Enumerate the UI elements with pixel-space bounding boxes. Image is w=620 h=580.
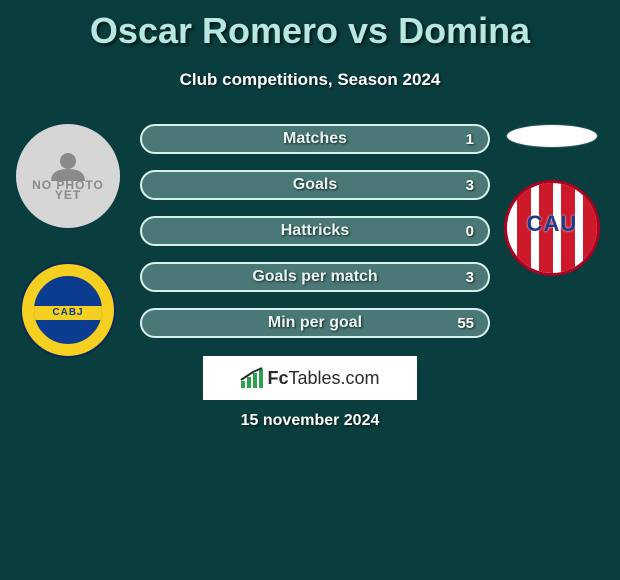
stat-label: Hattricks <box>281 222 349 240</box>
date-text: 15 november 2024 <box>0 412 620 430</box>
nophoto-label-2: YET <box>55 189 81 201</box>
left-player-column: NO PHOTO YET CABJ <box>8 124 128 358</box>
stat-value: 3 <box>466 269 474 286</box>
person-silhouette-icon <box>45 151 91 181</box>
stat-label: Min per goal <box>268 314 362 332</box>
stat-value: 3 <box>466 177 474 194</box>
brand-badge: FcTables.com <box>203 356 417 400</box>
stats-list: Matches 1 Goals 3 Hattricks 0 Goals per … <box>140 124 490 354</box>
stat-row: Min per goal 55 <box>140 308 490 338</box>
stat-row: Hattricks 0 <box>140 216 490 246</box>
stat-value: 1 <box>466 131 474 148</box>
page-title: Oscar Romero vs Domina <box>0 0 620 52</box>
club-badge-right-text: CAU <box>507 211 597 237</box>
stat-row: Goals 3 <box>140 170 490 200</box>
stat-row: Matches 1 <box>140 124 490 154</box>
brand-suffix: Tables.com <box>288 368 379 388</box>
stat-value: 55 <box>457 315 474 332</box>
player-photo-ellipse <box>506 124 598 148</box>
stat-value: 0 <box>466 223 474 240</box>
stat-label: Goals <box>293 176 337 194</box>
subtitle: Club competitions, Season 2024 <box>0 70 620 90</box>
bar-chart-icon <box>240 367 264 389</box>
club-badge-left: CABJ <box>20 262 116 358</box>
stat-label: Matches <box>283 130 347 148</box>
stat-label: Goals per match <box>252 268 377 286</box>
brand-text: FcTables.com <box>267 368 379 389</box>
club-badge-left-text: CABJ <box>34 307 102 318</box>
brand-prefix: Fc <box>267 368 288 388</box>
player-photo-placeholder: NO PHOTO YET <box>16 124 120 228</box>
club-badge-right: CAU <box>504 180 600 276</box>
stat-row: Goals per match 3 <box>140 262 490 292</box>
right-player-column: CAU <box>492 124 612 276</box>
